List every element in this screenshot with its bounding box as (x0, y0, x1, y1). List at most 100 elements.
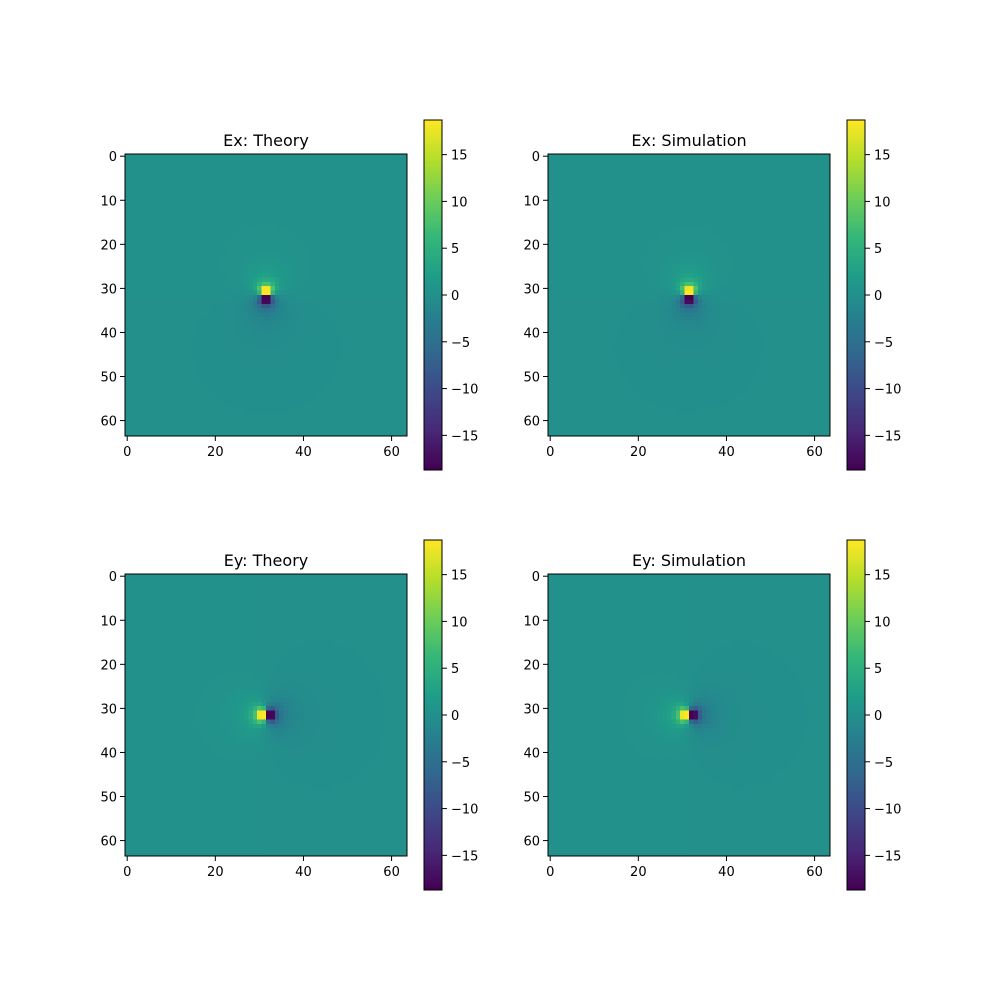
y-tick-label: 0 (109, 150, 117, 165)
heatmap-image (548, 574, 830, 856)
colorbar-tick-label: 15 (874, 149, 891, 164)
x-axis-ticks: 0 20 40 60 (546, 436, 823, 460)
colorbar: 15 10 5 0 −5 −10 −15 (846, 119, 901, 471)
y-tick-label: 20 (523, 658, 540, 673)
colorbar-tick-label: −5 (874, 756, 893, 771)
subplot-title: Ex: Simulation (631, 131, 746, 150)
colorbar-tick-label: −5 (451, 756, 470, 771)
y-tick-label: 30 (523, 702, 540, 717)
colorbar-tick-label: 15 (451, 149, 468, 164)
colorbar-gradient (847, 540, 865, 890)
colorbar-tick-label: −5 (874, 336, 893, 351)
x-tick-label: 20 (630, 445, 647, 460)
colorbar-tick-label: 10 (451, 195, 468, 210)
x-tick-label: 60 (383, 445, 400, 460)
colorbar-tick-label: −15 (451, 429, 478, 444)
colorbar-tick-label: 15 (874, 569, 891, 584)
y-tick-label: 40 (100, 746, 117, 761)
colorbar-tick-label: 5 (451, 242, 459, 257)
colorbar: 15 10 5 0 −5 −10 −15 (846, 539, 901, 891)
y-tick-label: 50 (523, 791, 540, 806)
x-tick-label: 40 (295, 865, 312, 880)
heatmap-image (125, 574, 407, 856)
x-tick-label: 60 (806, 865, 823, 880)
colorbar-tick-label: −5 (451, 336, 470, 351)
y-tick-label: 60 (523, 835, 540, 850)
y-axis-ticks: 0 10 20 30 40 50 60 (523, 150, 548, 430)
y-tick-label: 60 (523, 415, 540, 430)
x-tick-label: 0 (123, 865, 131, 880)
y-axis-ticks: 0 10 20 30 40 50 60 (100, 150, 125, 430)
x-tick-label: 20 (207, 865, 224, 880)
y-tick-label: 40 (523, 746, 540, 761)
colorbar-tick-label: 0 (874, 289, 882, 304)
colorbar-gradient (847, 120, 865, 470)
plot-frame (124, 153, 408, 437)
y-tick-label: 60 (100, 415, 117, 430)
x-tick-label: 60 (806, 445, 823, 460)
colorbar-tick-label: 0 (874, 709, 882, 724)
colorbar-tick-label: −15 (451, 849, 478, 864)
colorbar-tick-label: 5 (874, 662, 882, 677)
colorbar-ticks: 15 10 5 0 −5 −10 −15 (442, 569, 478, 864)
colorbar-tick-label: 5 (451, 662, 459, 677)
colorbar-tick-label: 10 (451, 615, 468, 630)
colorbar-tick-label: 10 (874, 615, 891, 630)
colorbar-tick-label: −10 (874, 383, 901, 398)
plot-frame (547, 153, 831, 437)
y-tick-label: 20 (100, 238, 117, 253)
y-tick-label: 0 (532, 150, 540, 165)
y-tick-label: 40 (100, 326, 117, 341)
colorbar-ticks: 15 10 5 0 −5 −10 −15 (865, 149, 901, 444)
plot-frame (547, 573, 831, 857)
colorbar-ticks: 15 10 5 0 −5 −10 −15 (442, 149, 478, 444)
y-tick-label: 10 (100, 614, 117, 629)
colorbar-tick-label: 15 (451, 569, 468, 584)
y-tick-label: 10 (523, 194, 540, 209)
y-tick-label: 60 (100, 835, 117, 850)
x-tick-label: 60 (383, 865, 400, 880)
y-tick-label: 20 (523, 238, 540, 253)
y-tick-label: 0 (532, 570, 540, 585)
subplot-title: Ey: Simulation (632, 551, 746, 570)
colorbar: 15 10 5 0 −5 −10 −15 (423, 119, 478, 471)
x-tick-label: 40 (295, 445, 312, 460)
y-tick-label: 40 (523, 326, 540, 341)
x-tick-label: 40 (718, 865, 735, 880)
x-axis-ticks: 0 20 40 60 (546, 856, 823, 880)
y-tick-label: 10 (523, 614, 540, 629)
plot-frame (124, 573, 408, 857)
x-tick-label: 0 (123, 445, 131, 460)
y-tick-label: 0 (109, 570, 117, 585)
x-tick-label: 20 (630, 865, 647, 880)
y-tick-label: 20 (100, 658, 117, 673)
x-axis-ticks: 0 20 40 60 (123, 436, 400, 460)
colorbar-tick-label: −15 (874, 849, 901, 864)
colorbar-tick-label: 0 (451, 289, 459, 304)
colorbar-tick-label: −10 (874, 803, 901, 818)
colorbar-gradient (424, 540, 442, 890)
x-tick-label: 0 (546, 865, 554, 880)
y-tick-label: 50 (523, 371, 540, 386)
colorbar-gradient (424, 120, 442, 470)
heatmap-image (548, 154, 830, 436)
colorbar-ticks: 15 10 5 0 −5 −10 −15 (865, 569, 901, 864)
y-tick-label: 30 (100, 282, 117, 297)
colorbar-tick-label: −10 (451, 383, 478, 398)
y-tick-label: 10 (100, 194, 117, 209)
y-tick-label: 50 (100, 371, 117, 386)
colorbar-tick-label: 0 (451, 709, 459, 724)
heatmap-image (125, 154, 407, 436)
x-tick-label: 40 (718, 445, 735, 460)
colorbar-tick-label: 10 (874, 195, 891, 210)
colorbar-tick-label: −10 (451, 803, 478, 818)
colorbar-tick-label: 5 (874, 242, 882, 257)
y-axis-ticks: 0 10 20 30 40 50 60 (523, 570, 548, 850)
x-tick-label: 0 (546, 445, 554, 460)
subplot-title: Ey: Theory (224, 551, 308, 570)
